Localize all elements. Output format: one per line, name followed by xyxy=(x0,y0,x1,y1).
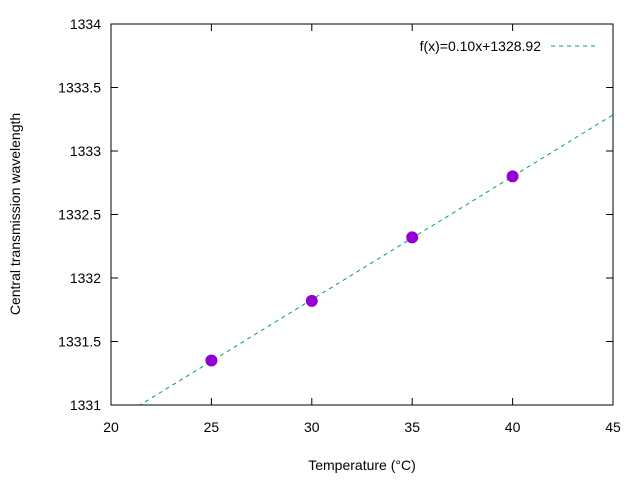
data-point xyxy=(305,294,318,307)
data-points xyxy=(205,170,519,367)
x-tick-label: 25 xyxy=(204,419,220,435)
fit-line-layer xyxy=(139,114,613,405)
x-tick-label: 30 xyxy=(304,419,320,435)
y-tick-label: 1331.5 xyxy=(58,334,101,350)
x-tick-label: 40 xyxy=(505,419,521,435)
x-tick-label: 45 xyxy=(605,419,621,435)
y-tick-label: 1333.5 xyxy=(58,80,101,96)
data-point xyxy=(506,170,519,183)
legend-label: f(x)=0.10x+1328.92 xyxy=(420,38,542,54)
fit-line xyxy=(139,114,613,405)
y-tick-label: 1333 xyxy=(70,143,101,159)
legend: f(x)=0.10x+1328.92 xyxy=(420,38,597,54)
x-axis-label: Temperature (°C) xyxy=(308,457,416,473)
x-tick-label: 20 xyxy=(103,419,119,435)
y-tick-label: 1332 xyxy=(70,270,101,286)
data-point xyxy=(205,354,218,367)
y-tick-label: 1334 xyxy=(70,16,101,32)
plot-frame xyxy=(110,23,614,406)
y-axis-ticks: 1331 1331.5 1332 1332.5 1333 1333.5 1334 xyxy=(58,16,613,413)
x-axis-ticks: 20 25 30 35 40 45 xyxy=(103,24,621,435)
data-point xyxy=(406,231,419,244)
y-axis-label: Central transmission wavelength xyxy=(7,113,23,315)
y-tick-label: 1331 xyxy=(70,397,101,413)
y-tick-label: 1332.5 xyxy=(58,207,101,223)
x-tick-label: 35 xyxy=(404,419,420,435)
